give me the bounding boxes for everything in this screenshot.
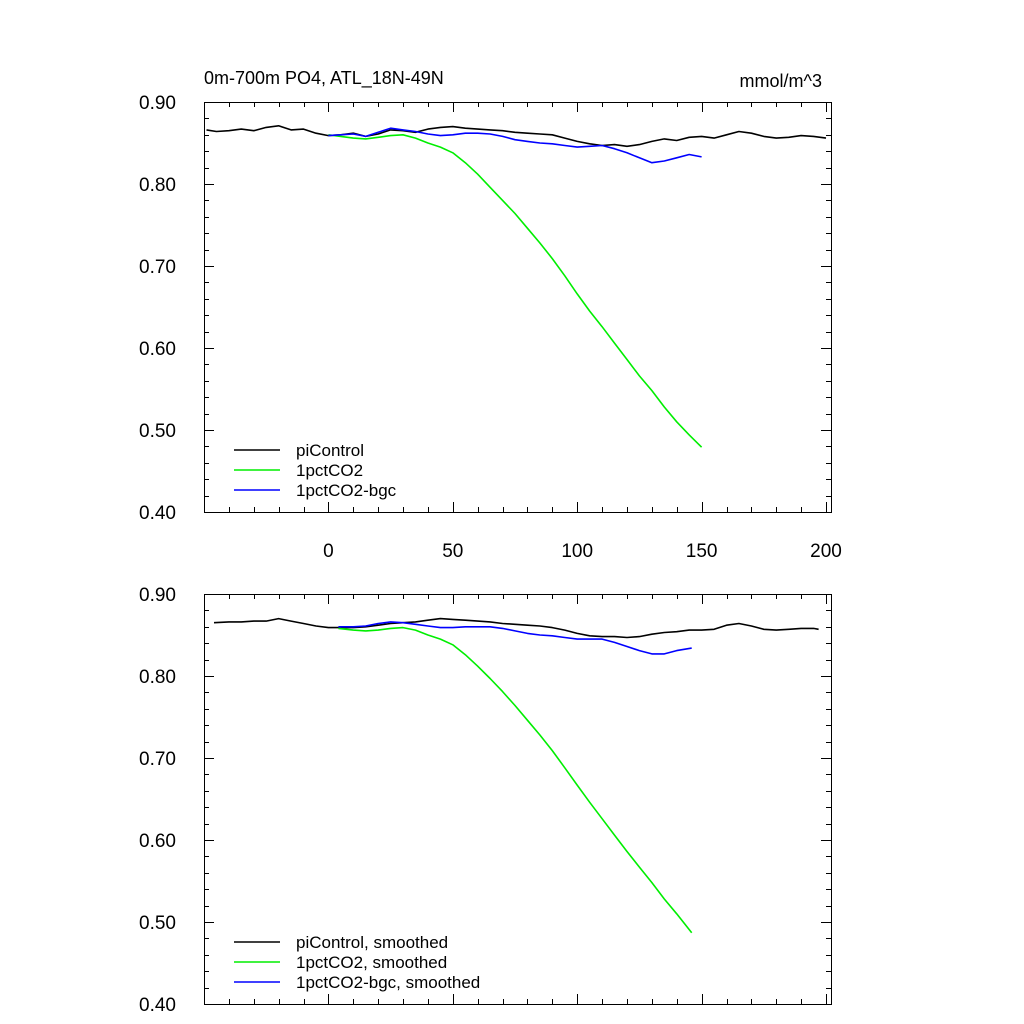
- x-tick-label: 200: [810, 541, 842, 562]
- legend-label: 1pctCO2: [296, 461, 363, 480]
- y-tick-label: 0.40: [139, 995, 176, 1016]
- legend-label: 1pctCO2-bgc: [296, 481, 397, 500]
- panel-title: 0m-700m PO4, ATL_18N-49N: [204, 68, 444, 89]
- y-tick-label: 0.90: [139, 585, 176, 606]
- y-tick-label: 0.50: [139, 421, 176, 442]
- y-tick-label: 0.60: [139, 831, 176, 852]
- x-tick-label: 100: [561, 541, 593, 562]
- series-line: [328, 134, 703, 448]
- series-line: [206, 125, 827, 148]
- y-tick-label: 0.70: [139, 257, 176, 278]
- x-tick-label: 50: [442, 541, 463, 562]
- legend-label: 1pctCO2-bgc, smoothed: [296, 973, 480, 992]
- plot-frame: [204, 594, 832, 1005]
- x-tick-label: 0: [323, 541, 334, 562]
- y-tick-label: 0.40: [139, 503, 176, 524]
- top-panel: 0m-700m PO4, ATL_18N-49N mmol/m^3 0 50 100…: [139, 68, 842, 562]
- y-tick-label: 0.80: [139, 175, 176, 196]
- y-tick-label: 0.60: [139, 339, 176, 360]
- y-tick-label: 0.80: [139, 667, 176, 688]
- y-tick-label: 0.50: [139, 913, 176, 934]
- y-tick-label: 0.70: [139, 749, 176, 770]
- series-line: [338, 621, 692, 655]
- y-axis: 0.40 0.50 0.60 0.70 0.80 0.90: [139, 585, 176, 1016]
- y-axis: 0.40 0.50 0.60 0.70 0.80 0.90: [139, 93, 176, 524]
- axis-ticks: [204, 594, 831, 1005]
- x-axis: 0 50 100 150 200: [323, 541, 842, 562]
- legend-label: piControl: [296, 441, 364, 460]
- units-label: mmol/m^3: [740, 71, 822, 91]
- x-tick-label: 150: [686, 541, 718, 562]
- series-line: [338, 626, 693, 934]
- axis-ticks: [204, 102, 831, 513]
- y-tick-label: 0.90: [139, 93, 176, 114]
- series-lines: [206, 125, 827, 448]
- legend-label: piControl, smoothed: [296, 933, 448, 952]
- series-line: [328, 127, 702, 164]
- bottom-panel: 0.40 0.50 0.60 0.70 0.80 0.90 piControl, smoo…: [139, 585, 832, 1016]
- series-lines: [213, 617, 819, 934]
- plot-frame: [204, 102, 832, 513]
- legend-label: 1pctCO2, smoothed: [296, 953, 447, 972]
- series-line: [213, 617, 819, 639]
